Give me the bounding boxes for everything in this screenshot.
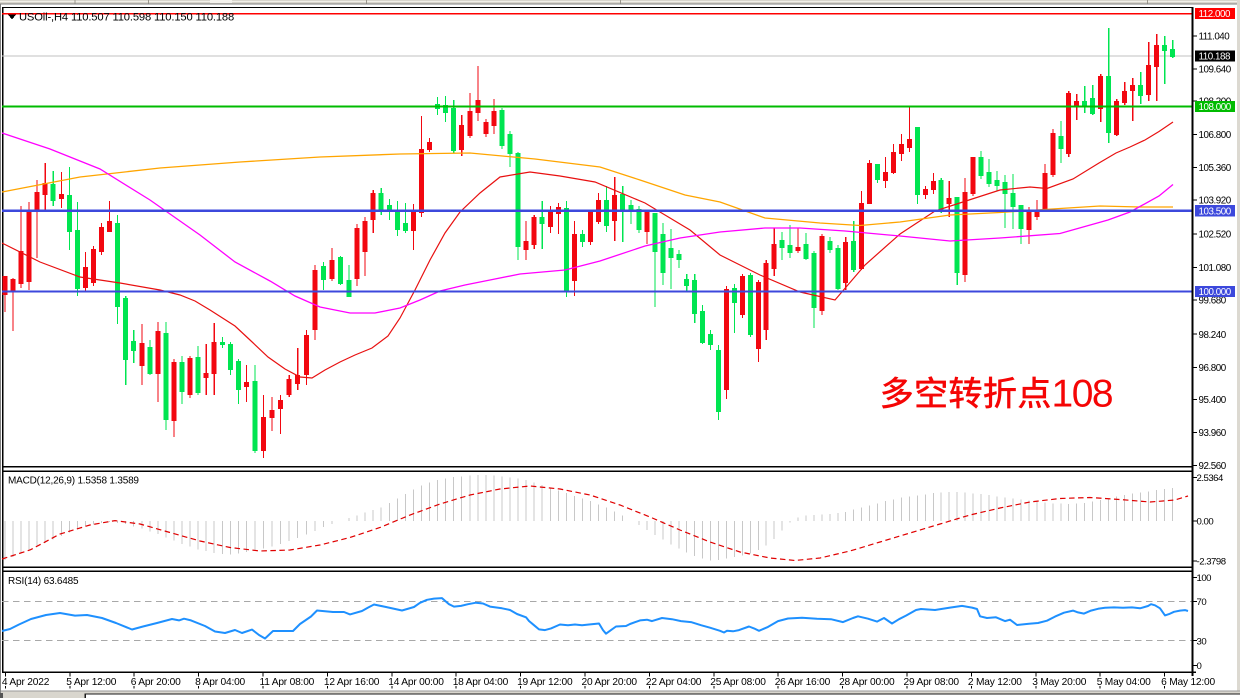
svg-text:12 Apr 16:00: 12 Apr 16:00 <box>324 677 380 688</box>
svg-text:19 Apr 12:00: 19 Apr 12:00 <box>517 677 573 688</box>
svg-text:28 Apr 00:00: 28 Apr 00:00 <box>839 677 895 688</box>
svg-text:20 Apr 20:00: 20 Apr 20:00 <box>582 677 638 688</box>
svg-text:25 Apr 08:00: 25 Apr 08:00 <box>710 677 766 688</box>
svg-text:112.000: 112.000 <box>1199 9 1232 20</box>
svg-text:102.520: 102.520 <box>1199 230 1232 241</box>
svg-text:0: 0 <box>1197 661 1202 672</box>
svg-text:92.560: 92.560 <box>1199 461 1227 472</box>
svg-text:5 Apr 12:00: 5 Apr 12:00 <box>66 677 116 688</box>
svg-text:6 May 12:00: 6 May 12:00 <box>1161 677 1215 688</box>
svg-text:98.240: 98.240 <box>1199 330 1227 341</box>
svg-text:111.040: 111.040 <box>1199 32 1231 43</box>
svg-text:14 Apr 00:00: 14 Apr 00:00 <box>388 677 444 688</box>
svg-text:26 Apr 16:00: 26 Apr 16:00 <box>775 677 831 688</box>
svg-text:70: 70 <box>1197 597 1207 608</box>
svg-text:0.00: 0.00 <box>1197 516 1214 527</box>
svg-text:RSI(14) 63.6485: RSI(14) 63.6485 <box>8 576 79 587</box>
svg-text:18 Apr 04:00: 18 Apr 04:00 <box>453 677 509 688</box>
svg-text:MACD(12,26,9) 1.5358 1.3589: MACD(12,26,9) 1.5358 1.3589 <box>8 476 139 487</box>
svg-text:USOil-,H4 110.507 110.598 110: USOil-,H4 110.507 110.598 110.150 110.18… <box>19 12 234 24</box>
svg-text:29 Apr 08:00: 29 Apr 08:00 <box>904 677 960 688</box>
svg-text:22 Apr 04:00: 22 Apr 04:00 <box>646 677 702 688</box>
svg-text:108.000: 108.000 <box>1199 102 1232 113</box>
svg-text:93.960: 93.960 <box>1199 428 1227 439</box>
svg-text:2 May 12:00: 2 May 12:00 <box>968 677 1022 688</box>
svg-text:5 May 04:00: 5 May 04:00 <box>1097 677 1151 688</box>
svg-text:-2.3798: -2.3798 <box>1197 557 1226 568</box>
svg-text:6 Apr 20:00: 6 Apr 20:00 <box>131 677 181 688</box>
svg-text:11 Apr 08:00: 11 Apr 08:00 <box>260 677 315 688</box>
svg-text:4 Apr 2022: 4 Apr 2022 <box>2 677 50 688</box>
svg-text:95.400: 95.400 <box>1199 395 1227 406</box>
svg-text:105.360: 105.360 <box>1199 163 1232 174</box>
svg-text:99.680: 99.680 <box>1199 296 1227 307</box>
svg-text:103.500: 103.500 <box>1199 206 1232 217</box>
svg-text:101.080: 101.080 <box>1199 263 1232 274</box>
svg-text:100.000: 100.000 <box>1199 287 1232 298</box>
svg-text:8 Apr 04:00: 8 Apr 04:00 <box>195 677 245 688</box>
svg-text:106.800: 106.800 <box>1199 130 1232 141</box>
svg-text:110.188: 110.188 <box>1199 52 1232 63</box>
svg-text:109.640: 109.640 <box>1199 65 1232 76</box>
svg-text:100: 100 <box>1197 573 1212 584</box>
svg-text:96.800: 96.800 <box>1199 363 1227 374</box>
svg-text:30: 30 <box>1197 636 1207 647</box>
svg-text:103.920: 103.920 <box>1199 195 1232 206</box>
svg-text:2.5364: 2.5364 <box>1197 473 1225 484</box>
svg-text:108: 108 <box>1052 373 1113 416</box>
svg-text:3 May 20:00: 3 May 20:00 <box>1032 677 1086 688</box>
